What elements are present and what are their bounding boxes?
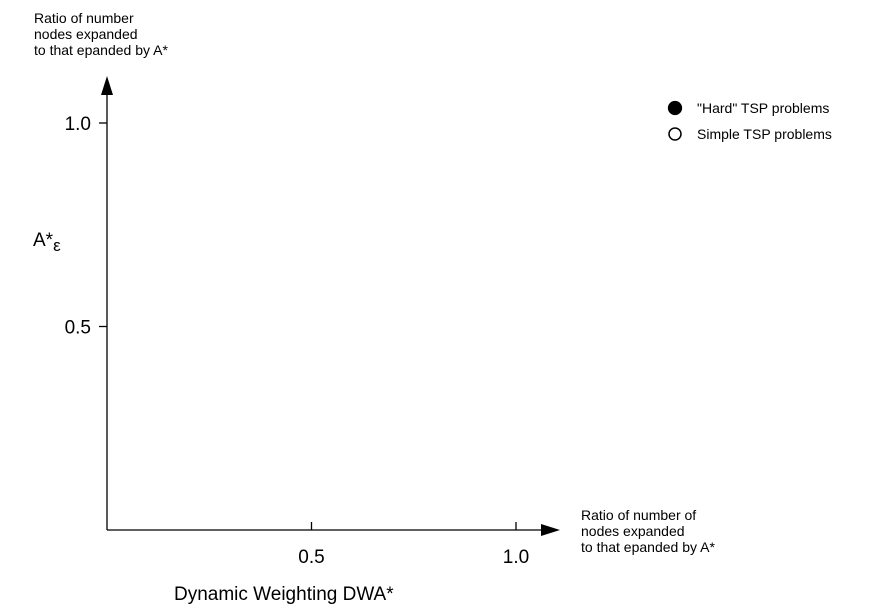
y-axis-arrowhead <box>101 76 113 95</box>
x-axis-arrowhead <box>541 524 560 536</box>
x-axis-title-line: to that epanded by A* <box>581 539 715 555</box>
ticks-group: 0.5 1.0 0.5 1.0 <box>65 114 530 568</box>
y-tick-label: 1.0 <box>65 114 91 135</box>
legend-label-hard: "Hard" TSP problems <box>697 100 829 116</box>
x-tick-label: 0.5 <box>298 547 324 568</box>
y-tick-label: 0.5 <box>65 318 91 339</box>
y-axis-label-main: A* <box>33 230 54 251</box>
x-tick-label: 1.0 <box>503 547 529 568</box>
y-axis-title-line: to that epanded by A* <box>34 42 168 58</box>
x-axis-title-line: nodes expanded <box>581 523 685 539</box>
x-axis-title: Ratio of number of nodes expanded to tha… <box>581 507 715 555</box>
y-axis-title: Ratio of number nodes expanded to that e… <box>34 10 168 58</box>
y-axis-title-line: Ratio of number <box>34 10 134 26</box>
legend: "Hard" TSP problems Simple TSP problems <box>667 100 832 142</box>
y-axis-label: A*ε <box>33 230 61 255</box>
legend-label-simple: Simple TSP problems <box>697 126 832 142</box>
legend-marker-simple <box>668 127 682 141</box>
legend-marker-hard <box>667 100 683 116</box>
x-axis-title-line: Ratio of number of <box>581 507 696 523</box>
y-axis-label-subscript: ε <box>53 236 61 255</box>
y-axis-title-line: nodes expanded <box>34 26 138 42</box>
x-axis-label: Dynamic Weighting DWA* <box>174 584 394 605</box>
